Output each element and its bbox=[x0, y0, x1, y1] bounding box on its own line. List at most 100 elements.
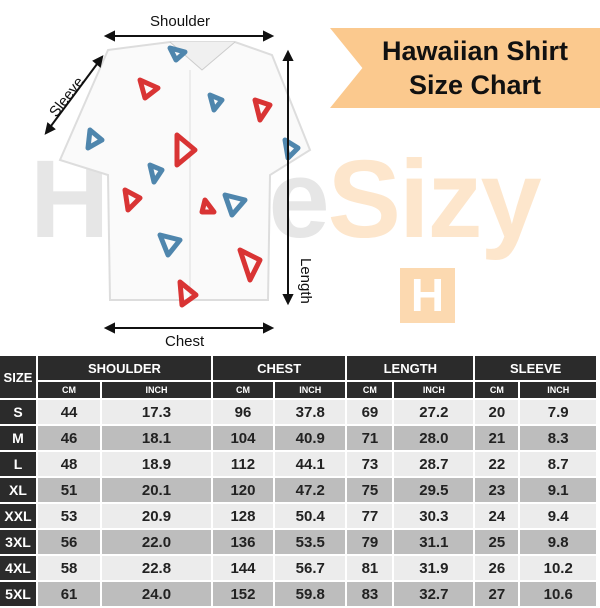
value-cell: 8.3 bbox=[520, 426, 596, 450]
triangle-pattern bbox=[85, 45, 301, 308]
product-image: HomeSizy H Shoulder Chest bbox=[30, 13, 600, 350]
size-cell: 4XL bbox=[0, 556, 36, 580]
value-cell: 152 bbox=[212, 582, 274, 606]
shoulder-label: Shoulder bbox=[150, 13, 211, 30]
length-label: Length bbox=[297, 258, 314, 304]
shirt-illustration bbox=[44, 30, 312, 334]
value-cell: 59.8 bbox=[275, 582, 346, 606]
unit-header: INCH bbox=[275, 382, 346, 398]
value-cell: 81 bbox=[347, 556, 393, 580]
unit-header: CM bbox=[347, 382, 393, 398]
value-cell: 56 bbox=[38, 530, 101, 554]
value-cell: 18.9 bbox=[102, 452, 211, 476]
value-cell: 79 bbox=[347, 530, 393, 554]
value-cell: 20.1 bbox=[102, 478, 211, 502]
value-cell: 37.8 bbox=[275, 400, 346, 424]
unit-header: CM bbox=[212, 382, 274, 398]
value-cell: 29.5 bbox=[394, 478, 474, 502]
value-cell: 44 bbox=[38, 400, 101, 424]
value-cell: 58 bbox=[38, 556, 101, 580]
value-cell: 24 bbox=[475, 504, 519, 528]
value-cell: 10.2 bbox=[520, 556, 596, 580]
title-banner bbox=[330, 28, 600, 108]
size-cell: M bbox=[0, 426, 36, 450]
unit-header: INCH bbox=[102, 382, 211, 398]
value-cell: 32.7 bbox=[394, 582, 474, 606]
table-row: 3XL 56 22.0 136 53.5 79 31.1 25 9.8 bbox=[0, 530, 596, 554]
value-cell: 75 bbox=[347, 478, 393, 502]
value-cell: 47.2 bbox=[275, 478, 346, 502]
value-cell: 26 bbox=[475, 556, 519, 580]
group-header: SLEEVE bbox=[475, 356, 596, 380]
size-cell: L bbox=[0, 452, 36, 476]
size-cell: XL bbox=[0, 478, 36, 502]
value-cell: 20 bbox=[475, 400, 519, 424]
value-cell: 28.0 bbox=[394, 426, 474, 450]
value-cell: 23 bbox=[475, 478, 519, 502]
size-cell: 5XL bbox=[0, 582, 36, 606]
table-row: M 46 18.1 104 40.9 71 28.0 21 8.3 bbox=[0, 426, 596, 450]
table-row: 4XL 58 22.8 144 56.7 81 31.9 26 10.2 bbox=[0, 556, 596, 580]
chest-label: Chest bbox=[165, 333, 205, 350]
size-table: SIZE SHOULDER CHEST LENGTH SLEEVE CM INCH… bbox=[0, 354, 598, 608]
value-cell: 9.8 bbox=[520, 530, 596, 554]
chart-title: Hawaiian Shirt Size Chart bbox=[381, 36, 569, 100]
unit-header: CM bbox=[38, 382, 101, 398]
table-row: L 48 18.9 112 44.1 73 28.7 22 8.7 bbox=[0, 452, 596, 476]
value-cell: 128 bbox=[212, 504, 274, 528]
value-cell: 120 bbox=[212, 478, 274, 502]
group-header: CHEST bbox=[212, 356, 346, 380]
value-cell: 104 bbox=[212, 426, 274, 450]
value-cell: 18.1 bbox=[102, 426, 211, 450]
value-cell: 61 bbox=[38, 582, 101, 606]
value-cell: 40.9 bbox=[275, 426, 346, 450]
unit-header: CM bbox=[475, 382, 519, 398]
value-cell: 83 bbox=[347, 582, 393, 606]
value-cell: 10.6 bbox=[520, 582, 596, 606]
size-header: SIZE bbox=[0, 356, 36, 398]
size-cell: XXL bbox=[0, 504, 36, 528]
value-cell: 71 bbox=[347, 426, 393, 450]
unit-header: INCH bbox=[520, 382, 596, 398]
table-row: XL 51 20.1 120 47.2 75 29.5 23 9.1 bbox=[0, 478, 596, 502]
table-row: S 44 17.3 96 37.8 69 27.2 20 7.9 bbox=[0, 400, 596, 424]
value-cell: 73 bbox=[347, 452, 393, 476]
value-cell: 53 bbox=[38, 504, 101, 528]
value-cell: 51 bbox=[38, 478, 101, 502]
value-cell: 9.4 bbox=[520, 504, 596, 528]
value-cell: 17.3 bbox=[102, 400, 211, 424]
value-cell: 56.7 bbox=[275, 556, 346, 580]
value-cell: 24.0 bbox=[102, 582, 211, 606]
value-cell: 27.2 bbox=[394, 400, 474, 424]
value-cell: 22 bbox=[475, 452, 519, 476]
value-cell: 69 bbox=[347, 400, 393, 424]
value-cell: 30.3 bbox=[394, 504, 474, 528]
value-cell: 9.1 bbox=[520, 478, 596, 502]
value-cell: 53.5 bbox=[275, 530, 346, 554]
value-cell: 96 bbox=[212, 400, 274, 424]
unit-header: INCH bbox=[394, 382, 474, 398]
value-cell: 112 bbox=[212, 452, 274, 476]
value-cell: 31.9 bbox=[394, 556, 474, 580]
size-cell: 3XL bbox=[0, 530, 36, 554]
value-cell: 21 bbox=[475, 426, 519, 450]
value-cell: 25 bbox=[475, 530, 519, 554]
value-cell: 7.9 bbox=[520, 400, 596, 424]
value-cell: 27 bbox=[475, 582, 519, 606]
value-cell: 46 bbox=[38, 426, 101, 450]
value-cell: 44.1 bbox=[275, 452, 346, 476]
value-cell: 28.7 bbox=[394, 452, 474, 476]
value-cell: 8.7 bbox=[520, 452, 596, 476]
size-cell: S bbox=[0, 400, 36, 424]
value-cell: 77 bbox=[347, 504, 393, 528]
table-row: 5XL 61 24.0 152 59.8 83 32.7 27 10.6 bbox=[0, 582, 596, 606]
value-cell: 136 bbox=[212, 530, 274, 554]
value-cell: 22.8 bbox=[102, 556, 211, 580]
value-cell: 20.9 bbox=[102, 504, 211, 528]
value-cell: 31.1 bbox=[394, 530, 474, 554]
value-cell: 48 bbox=[38, 452, 101, 476]
table-row: XXL 53 20.9 128 50.4 77 30.3 24 9.4 bbox=[0, 504, 596, 528]
measure-arrows bbox=[44, 30, 294, 334]
value-cell: 144 bbox=[212, 556, 274, 580]
group-header: SHOULDER bbox=[38, 356, 211, 380]
